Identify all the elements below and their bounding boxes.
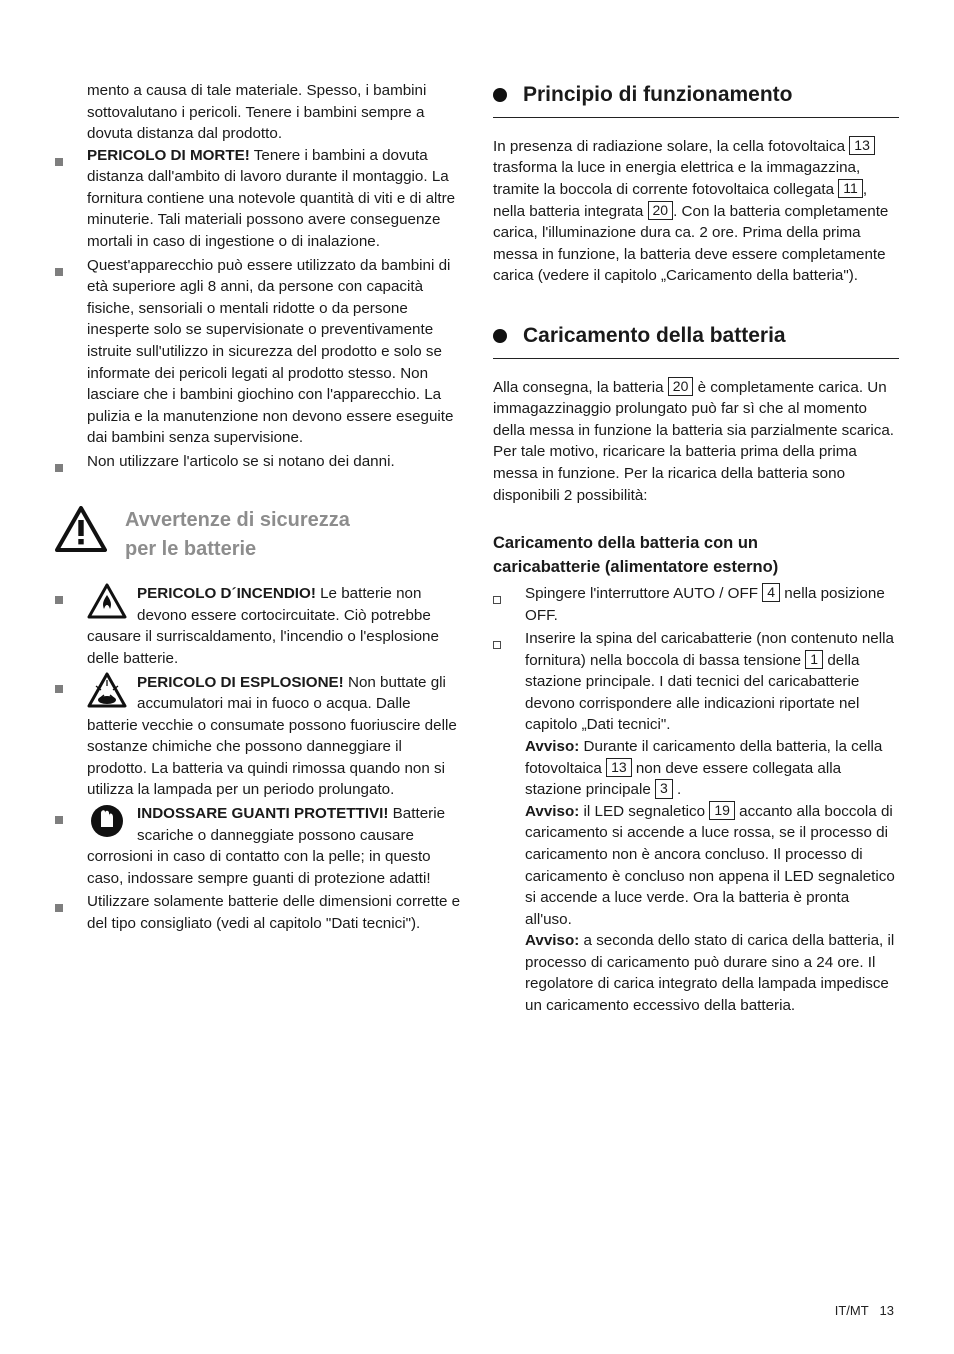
list-item: Quest'apparecchio può essere utilizzato … [55,255,461,449]
battery-heading: Avvertenze di sicurezza per le batterie [125,506,350,563]
step-item: Inserire la spina del caricabatterie (no… [493,628,899,1016]
ref-20: 20 [648,201,674,221]
list-item: Non utilizzare l'articolo se si notano d… [55,451,461,479]
list-item: PERICOLO DI MORTE! Tenere i bambini a do… [55,145,461,253]
bullet [55,145,87,253]
page-columns: mento a causa di tale materiale. Spesso,… [55,80,899,1019]
bullet [493,583,525,626]
fire-warning-icon [87,583,127,619]
ref-4: 4 [762,583,780,603]
bullet-text: INDOSSARE GUANTI PROTETTIVI! Batterie sc… [87,803,461,889]
left-column: mento a causa di tale materiale. Spesso,… [55,80,461,1019]
ref-3: 3 [655,779,673,799]
page-footer: IT/MT 13 [835,1303,894,1318]
ref-1: 1 [805,650,823,670]
bullet [55,672,87,801]
bullet-text: Quest'apparecchio può essere utilizzato … [87,255,461,449]
section-heading: Caricamento della batteria [493,321,899,359]
sub-heading: Caricamento della batteria con un carica… [493,532,899,579]
warning-label: INDOSSARE GUANTI PROTETTIVI! [137,805,388,822]
ref-13: 13 [606,758,632,778]
bullet-text: Non utilizzare l'articolo se si notano d… [87,451,461,479]
step-text: Inserire la spina del caricabatterie (no… [525,628,899,1016]
continuation-text: mento a causa di tale materiale. Spesso,… [55,80,461,145]
ref-19: 19 [709,801,735,821]
notice-label: Avviso: [525,738,579,755]
list-item: PERICOLO DI ESPLOSIONE! Non buttate gli … [55,672,461,801]
bullet [55,255,87,449]
ref-11: 11 [838,179,863,199]
bullet [55,803,87,889]
list-item: PERICOLO D´INCENDIO! Le batterie non dev… [55,583,461,669]
bullet [55,451,87,479]
warning-label: PERICOLO D´INCENDIO! [137,585,316,602]
step-text: Spingere l'interruttore AUTO / OFF 4 nel… [525,583,899,626]
bullet-text: PERICOLO D´INCENDIO! Le batterie non dev… [87,583,461,669]
bullet-text: PERICOLO DI MORTE! Tenere i bambini a do… [87,145,461,253]
right-column: Principio di funzionamento In presenza d… [493,80,899,1019]
bullet-text: PERICOLO DI ESPLOSIONE! Non buttate gli … [87,672,461,801]
bullet [55,891,87,934]
paragraph: Alla consegna, la batteria 20 è completa… [493,377,899,506]
ref-20: 20 [668,377,694,397]
step-item: Spingere l'interruttore AUTO / OFF 4 nel… [493,583,899,626]
gloves-icon [87,803,127,839]
bullet [55,583,87,669]
explosion-warning-icon [87,672,127,708]
warning-label: PERICOLO DI ESPLOSIONE! [137,674,344,691]
battery-warning-header: Avvertenze di sicurezza per le batterie [55,506,461,563]
ref-13: 13 [849,136,875,156]
warning-label: PERICOLO DI MORTE! [87,147,250,164]
list-item: INDOSSARE GUANTI PROTETTIVI! Batterie sc… [55,803,461,889]
notice-label: Avviso: [525,803,579,820]
bullet [493,628,525,1016]
warning-triangle-icon [55,506,107,552]
bullet-text: Utilizzare solamente batterie delle dime… [87,891,461,934]
section-heading: Principio di funzionamento [493,80,899,118]
paragraph: In presenza di radiazione solare, la cel… [493,136,899,287]
notice-label: Avviso: [525,932,579,949]
list-item: Utilizzare solamente batterie delle dime… [55,891,461,934]
